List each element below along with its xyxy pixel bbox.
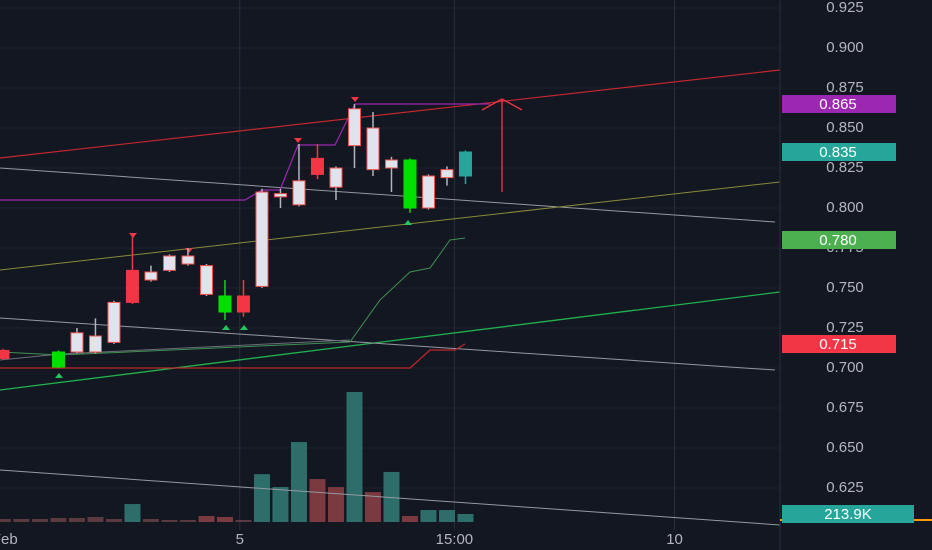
price-label-box [782, 95, 896, 113]
volume-label: 213.9K [824, 506, 872, 523]
candle-body [236, 295, 250, 313]
volume-bar [216, 516, 233, 522]
trend-line [0, 291, 781, 391]
candle-body [384, 159, 398, 169]
candle-body [218, 295, 232, 313]
price-label: 0.780 [819, 232, 857, 249]
volume-bar [327, 487, 344, 522]
y-tick-label: 0.925 [826, 0, 864, 16]
trend-line [0, 167, 776, 223]
candle-body [440, 169, 454, 179]
x-tick-label: 10 [666, 531, 683, 548]
drawings [0, 69, 781, 526]
volume-bar [309, 479, 326, 522]
candle-body [292, 180, 306, 206]
price-axis [780, 0, 932, 550]
candle-body [310, 157, 324, 175]
volume-bar [438, 510, 455, 522]
price-label-box [782, 231, 896, 249]
volume-bar [457, 514, 474, 522]
price-label-box [782, 335, 896, 353]
trend-line [0, 469, 781, 526]
candle-body [273, 193, 287, 198]
volume-bar [179, 520, 196, 522]
y-tick-label: 0.800 [826, 199, 864, 216]
volume-bar [346, 392, 363, 522]
candle-body [458, 151, 472, 177]
volume-bar [50, 518, 67, 522]
candle-body [70, 332, 84, 353]
price-label: 0.835 [819, 144, 857, 161]
volume-bar [272, 487, 289, 522]
candle-body [329, 167, 343, 188]
y-tick-label: 0.750 [826, 279, 864, 296]
indicator-line [0, 237, 466, 356]
volume-bar [235, 520, 252, 522]
volume-bar [290, 442, 307, 522]
x-tick-label: 5 [236, 531, 244, 548]
trend-line [0, 317, 776, 371]
x-tick-label: 15:00 [436, 531, 474, 548]
candle-body [107, 301, 121, 343]
y-tick-label: 0.725 [826, 319, 864, 336]
candles [0, 104, 472, 368]
candle-body [162, 255, 176, 271]
candle-body [88, 335, 102, 353]
volume-bar [31, 519, 48, 522]
candle-body [403, 159, 417, 209]
candle-body [421, 175, 435, 209]
x-tick-label: Feb [0, 531, 18, 548]
trend-line [0, 181, 781, 271]
price-label-box [782, 143, 896, 161]
candle-body [347, 108, 361, 147]
volume-bar [161, 520, 178, 522]
y-tick-label: 0.875 [826, 79, 864, 96]
volume-bar [253, 474, 270, 522]
volume-bar [87, 516, 104, 522]
volume-bar [0, 519, 11, 522]
y-tick-label: 0.700 [826, 359, 864, 376]
candle-body [0, 349, 10, 359]
volume-bar [142, 519, 159, 522]
volume-label-box [782, 505, 914, 524]
volume-bar [383, 471, 400, 522]
volume-bar [124, 504, 141, 522]
volume-bar [401, 516, 418, 522]
candle-body [51, 351, 65, 368]
volume-bar [198, 516, 215, 522]
candle-body [181, 255, 195, 265]
y-tick-label: 0.850 [826, 119, 864, 136]
volume-bar [68, 518, 85, 522]
candle-body [366, 127, 380, 171]
y-tick-label: 0.825 [826, 159, 864, 176]
axis-labels: 0.9250.9000.8750.8500.8250.8000.7750.750… [0, 0, 914, 548]
volume-bar [364, 492, 381, 522]
arrow-head [481, 98, 523, 111]
candle-body [255, 191, 269, 287]
volume-bar [13, 519, 30, 522]
y-tick-label: 0.650 [826, 439, 864, 456]
y-tick-label: 0.900 [826, 39, 864, 56]
price-label: 0.865 [819, 96, 857, 113]
candle-body [125, 269, 139, 303]
y-tick-label: 0.625 [826, 479, 864, 496]
candle-body [144, 271, 158, 281]
indicator-line [0, 343, 466, 369]
y-tick-label: 0.675 [826, 399, 864, 416]
price-label: 0.715 [819, 336, 857, 353]
trend-line [0, 69, 781, 159]
volume-bar [420, 510, 437, 522]
volume-bar [105, 519, 122, 522]
candle-body [199, 265, 213, 295]
volume-pane [0, 392, 474, 522]
